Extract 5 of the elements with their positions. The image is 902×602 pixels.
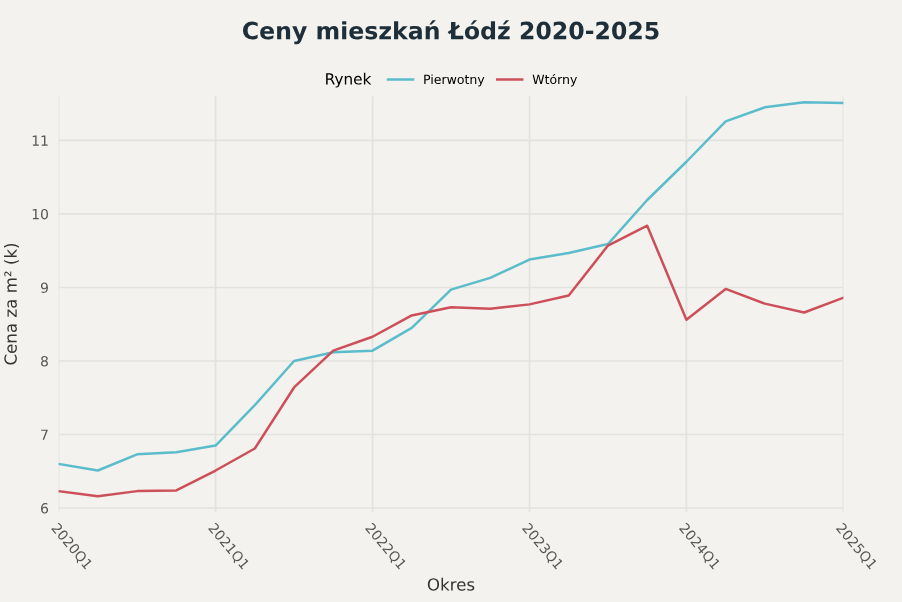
line-series — [58, 224, 844, 498]
chart-title: Ceny mieszkań Łódź 2020-2025 — [242, 20, 659, 45]
line-series — [58, 100, 844, 472]
y-axis-title: Cena za m² (k) — [3, 243, 19, 365]
x-axis-title: Okres — [427, 577, 475, 591]
